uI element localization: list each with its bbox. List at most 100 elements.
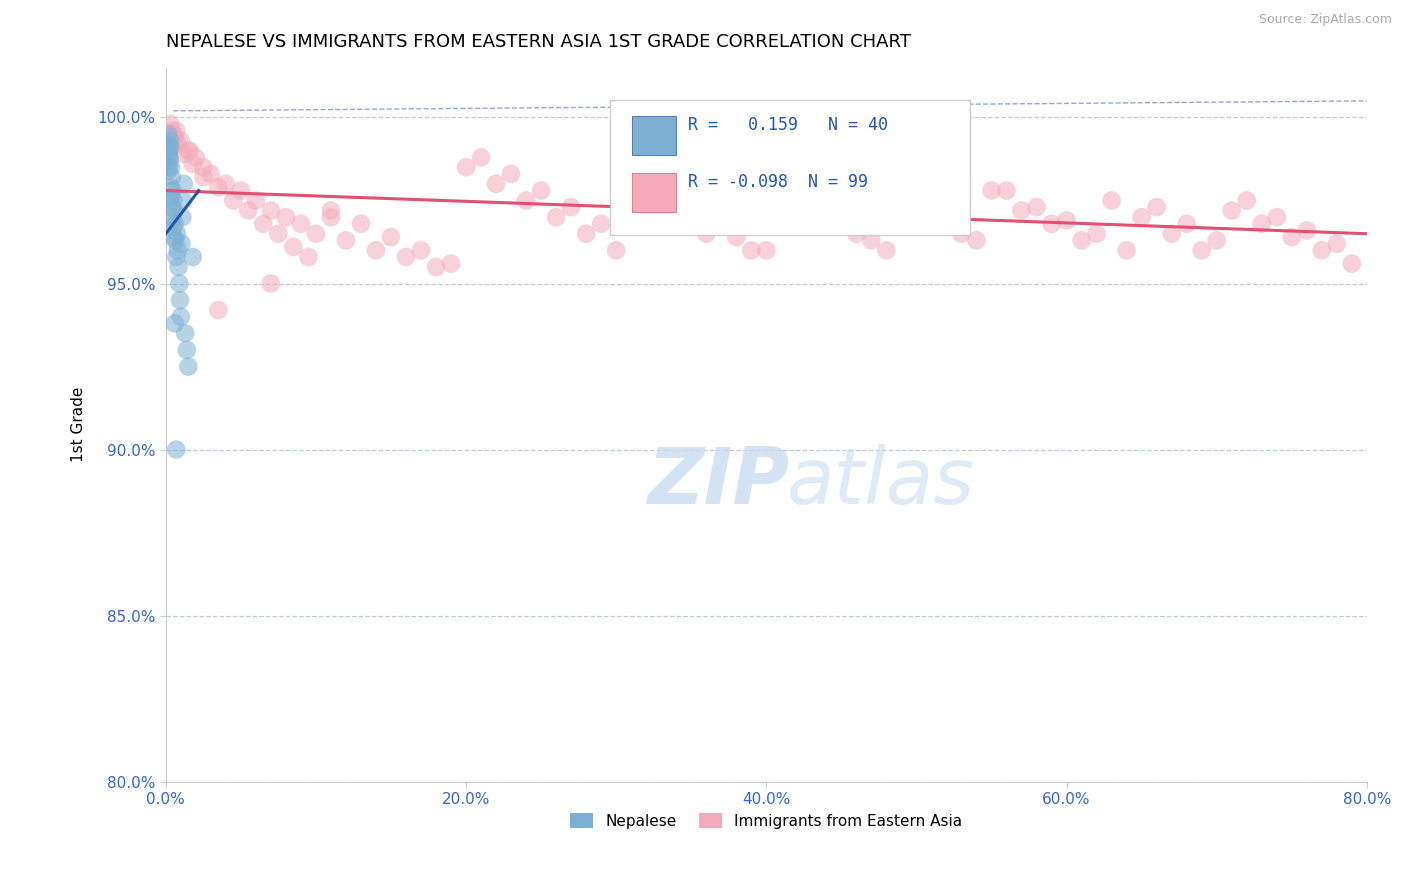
Point: [1056, 213, 1078, 227]
Point: [163, 203, 186, 218]
Point: [283, 240, 305, 254]
Point: [160, 170, 183, 185]
Point: [920, 210, 942, 224]
Point: [1205, 233, 1227, 247]
Point: [170, 310, 193, 324]
Point: [245, 194, 267, 208]
Point: [1101, 194, 1123, 208]
Point: [1220, 203, 1243, 218]
Point: [159, 134, 181, 148]
Point: [207, 303, 229, 318]
Text: ZIP: ZIP: [647, 444, 789, 520]
Point: [162, 210, 184, 224]
Point: [162, 220, 184, 235]
Point: [1011, 203, 1033, 218]
Point: [193, 161, 215, 175]
Point: [350, 217, 373, 231]
Point: [166, 136, 188, 151]
Point: [1295, 223, 1317, 237]
Point: [267, 227, 290, 241]
Point: [560, 200, 582, 214]
Point: [159, 117, 181, 131]
Point: [170, 134, 193, 148]
Point: [785, 194, 807, 208]
Point: [695, 227, 717, 241]
Point: [173, 177, 195, 191]
Point: [1040, 217, 1063, 231]
Point: [166, 227, 188, 241]
Point: [215, 177, 238, 191]
Point: [380, 230, 402, 244]
Point: [860, 233, 883, 247]
Point: [260, 277, 283, 291]
Text: R =   0.159   N = 40: R = 0.159 N = 40: [688, 116, 889, 134]
Point: [620, 194, 643, 208]
Point: [207, 180, 229, 194]
Legend: Nepalese, Immigrants from Eastern Asia: Nepalese, Immigrants from Eastern Asia: [564, 806, 969, 835]
Point: [1115, 244, 1137, 258]
Point: [530, 184, 553, 198]
Point: [591, 217, 613, 231]
Point: [515, 194, 537, 208]
Point: [1025, 200, 1047, 214]
Point: [173, 147, 195, 161]
Point: [166, 244, 188, 258]
Point: [177, 144, 200, 158]
Y-axis label: 1st Grade: 1st Grade: [72, 387, 86, 462]
Point: [297, 250, 319, 264]
Point: [1265, 210, 1288, 224]
Point: [1340, 257, 1362, 271]
Point: [181, 250, 204, 264]
Point: [770, 184, 793, 198]
Point: [200, 167, 222, 181]
Point: [409, 244, 432, 258]
Point: [364, 244, 387, 258]
Point: [740, 244, 762, 258]
Point: [222, 194, 245, 208]
Point: [335, 233, 357, 247]
Point: [193, 170, 215, 185]
Point: [163, 130, 186, 145]
Point: [935, 217, 957, 231]
Point: [165, 124, 187, 138]
Point: [169, 277, 191, 291]
Point: [905, 203, 928, 218]
Point: [485, 177, 508, 191]
Point: [845, 227, 868, 241]
Point: [170, 236, 193, 251]
Point: [172, 210, 194, 224]
Point: [157, 163, 180, 178]
Point: [470, 150, 492, 164]
Point: [156, 136, 179, 151]
FancyBboxPatch shape: [610, 100, 970, 235]
Point: [229, 184, 252, 198]
Point: [890, 194, 912, 208]
Point: [290, 217, 312, 231]
Point: [1070, 233, 1092, 247]
Point: [440, 257, 463, 271]
Point: [875, 244, 897, 258]
Text: atlas: atlas: [786, 444, 974, 520]
Point: [176, 343, 198, 357]
Point: [159, 153, 181, 168]
Point: [1146, 200, 1168, 214]
Point: [163, 230, 186, 244]
Point: [162, 184, 184, 198]
Point: [174, 326, 197, 341]
Point: [159, 150, 181, 164]
Point: [163, 217, 186, 231]
Point: [454, 161, 477, 175]
Point: [950, 227, 973, 241]
Point: [1326, 236, 1348, 251]
Point: [800, 200, 823, 214]
Point: [546, 210, 568, 224]
Point: [1130, 210, 1153, 224]
Point: [162, 127, 184, 141]
Point: [755, 244, 778, 258]
Point: [605, 244, 627, 258]
Point: [1160, 227, 1182, 241]
Point: [395, 250, 418, 264]
Point: [1085, 227, 1108, 241]
FancyBboxPatch shape: [631, 116, 676, 155]
Point: [575, 227, 598, 241]
